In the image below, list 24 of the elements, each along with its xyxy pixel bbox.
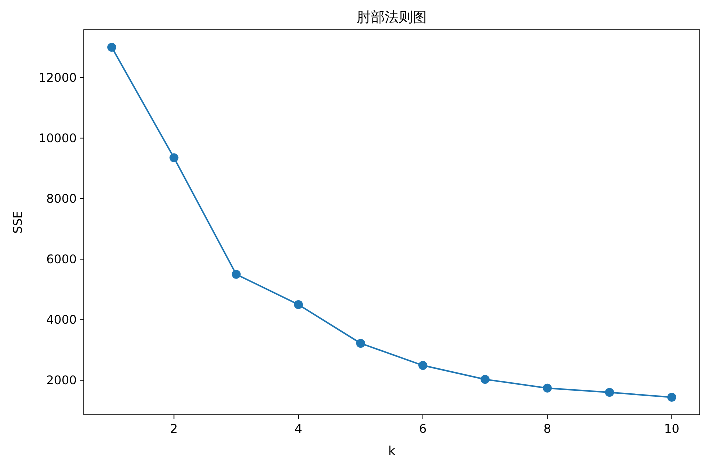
point — [480, 375, 490, 384]
point — [543, 384, 552, 393]
point — [170, 154, 179, 163]
y-axis-title: SSE — [11, 211, 25, 234]
chart-title: 肘部法则图 — [357, 10, 427, 26]
point — [232, 270, 241, 280]
point — [356, 339, 366, 348]
point — [668, 392, 676, 402]
y-tick-label: 12000 — [38, 70, 77, 85]
x-tick-label: 10 — [664, 422, 680, 436]
x-tick-label: 2 — [170, 422, 178, 436]
point — [605, 388, 614, 398]
point — [294, 300, 304, 310]
y-tick-label: 8000 — [46, 192, 77, 206]
x-tick-label: 6 — [419, 422, 427, 436]
point — [108, 43, 116, 52]
y-tick-label: 6000 — [46, 252, 77, 266]
x-tick-label: 4 — [294, 422, 302, 436]
x-tick-label: 8 — [544, 422, 552, 436]
y-tick-label: 10000 — [38, 131, 77, 146]
x-axis-title: k — [388, 444, 396, 458]
point — [418, 361, 428, 370]
y-tick-label: 2000 — [46, 373, 77, 388]
y-tick-label: 4000 — [46, 312, 77, 327]
